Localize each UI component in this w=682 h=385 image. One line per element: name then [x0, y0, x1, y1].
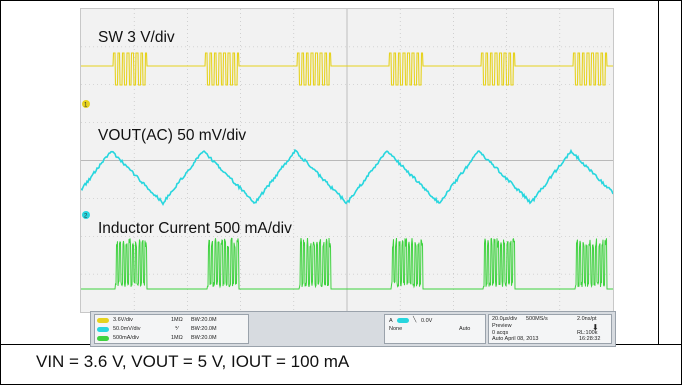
- channel-1-row: 3.6V/div 1MΩ BW:20.0M: [97, 316, 112, 324]
- trigger-slope-label: None: [389, 326, 402, 332]
- trigger-level: 0.0V: [421, 318, 432, 324]
- scope-grid: [81, 9, 613, 312]
- scope-status-bar: 3.6V/div 1MΩ BW:20.0M 50.0mV/div ⅟ BW:20…: [90, 311, 616, 347]
- acquisition-state: Preview: [492, 323, 512, 329]
- trigger-mode: A: [389, 318, 393, 324]
- trigger-panel: A ╲ 0.0V None Auto: [384, 314, 486, 344]
- channel-1-tag: [97, 318, 109, 323]
- channel-1-coupling: 1MΩ: [171, 317, 183, 323]
- channel-2-bandwidth: BW:20.0M: [191, 326, 217, 332]
- figure-caption: VIN = 3.6 V, VOUT = 5 V, IOUT = 100 mA: [36, 352, 349, 372]
- channel-2-tag: [97, 327, 109, 332]
- sw-trace-label: SW 3 V/div: [98, 29, 175, 46]
- channel-1-scale: 3.6V/div: [113, 317, 133, 323]
- capture-date: Auto April 08, 2013: [492, 336, 538, 342]
- trigger-slope-icon: ╲: [413, 317, 416, 323]
- channel-3-coupling: 1MΩ: [171, 335, 183, 341]
- channel-1-marker: 1: [82, 100, 90, 109]
- channel-2-row: 50.0mV/div ⅟ BW:20.0M: [97, 325, 112, 333]
- channel-3-row: 500mA/div 1MΩ BW:20.0M: [97, 334, 112, 342]
- timebase-panel: 20.0µs/div 500MS/s 2.0ns/pt Preview ⬇ 0 …: [488, 314, 612, 344]
- trigger-auto: Auto: [459, 326, 470, 332]
- sample-resolution: 2.0ns/pt: [577, 316, 597, 322]
- channel-markers: 123: [82, 100, 90, 312]
- scope-waveform-area: SW 3 V/div VOUT(AC) 50 mV/div Inductor C…: [81, 9, 613, 312]
- channel-2-scale: 50.0mV/div: [113, 326, 141, 332]
- capture-time: 16:28:32: [579, 336, 600, 342]
- vout-trace-label: VOUT(AC) 50 mV/div: [98, 127, 246, 144]
- channel-2-marker: 2: [82, 211, 90, 220]
- timebase-scale: 20.0µs/div: [492, 316, 517, 322]
- channel-settings-panel: 3.6V/div 1MΩ BW:20.0M 50.0mV/div ⅟ BW:20…: [94, 314, 249, 344]
- inductor-current-trace-label: Inductor Current 500 mA/div: [98, 220, 292, 237]
- channel-3-scale: 500mA/div: [113, 335, 139, 341]
- sample-rate: 500MS/s: [526, 316, 548, 322]
- trigger-source-tag: [397, 318, 409, 323]
- channel-2-coupling: ⅟: [175, 326, 178, 332]
- channel-3-bandwidth: BW:20.0M: [191, 335, 217, 341]
- oscilloscope-screen: SW 3 V/div VOUT(AC) 50 mV/div Inductor C…: [80, 8, 614, 313]
- channel-1-bandwidth: BW:20.0M: [191, 317, 217, 323]
- channel-3-tag: [97, 336, 109, 341]
- frame-divider-vertical: [658, 0, 659, 344]
